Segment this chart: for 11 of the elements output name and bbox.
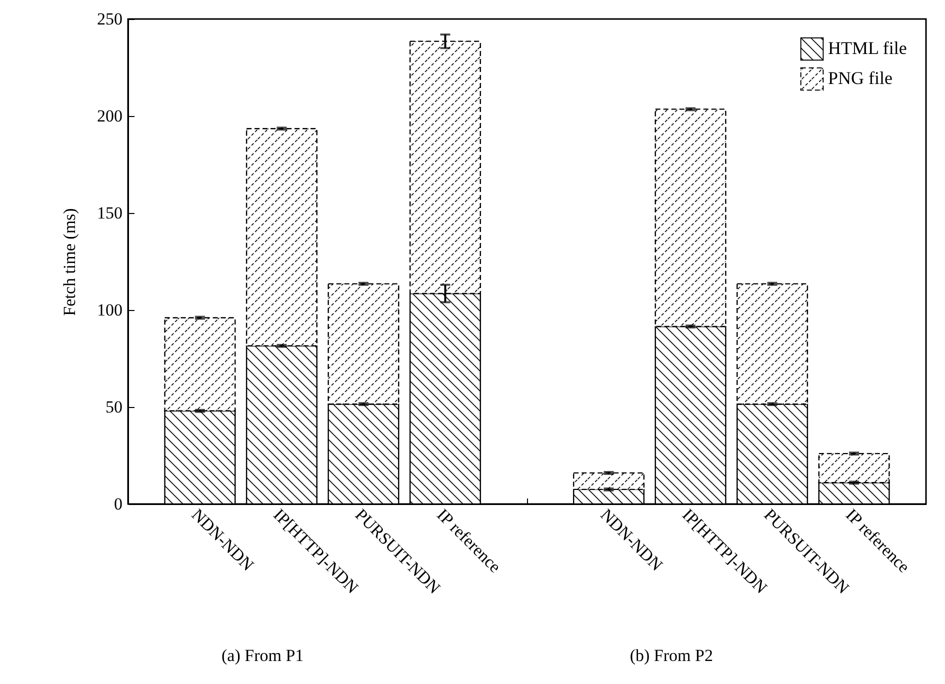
y-tick-label: 50 bbox=[106, 398, 122, 416]
y-tick-label: 100 bbox=[97, 300, 122, 320]
legend-label: PNG file bbox=[828, 68, 893, 88]
legend-label: HTML file bbox=[828, 38, 907, 58]
y-tick-label: 200 bbox=[97, 106, 122, 126]
text: (a) From P1 bbox=[222, 646, 304, 666]
y-axis-title: Fetch time (ms) bbox=[60, 208, 79, 316]
y-tick-label: 0 bbox=[114, 494, 122, 514]
text: (b) From P2 bbox=[630, 646, 713, 666]
y-tick-label: 250 bbox=[97, 10, 122, 28]
y-tick-label: 150 bbox=[97, 204, 122, 222]
